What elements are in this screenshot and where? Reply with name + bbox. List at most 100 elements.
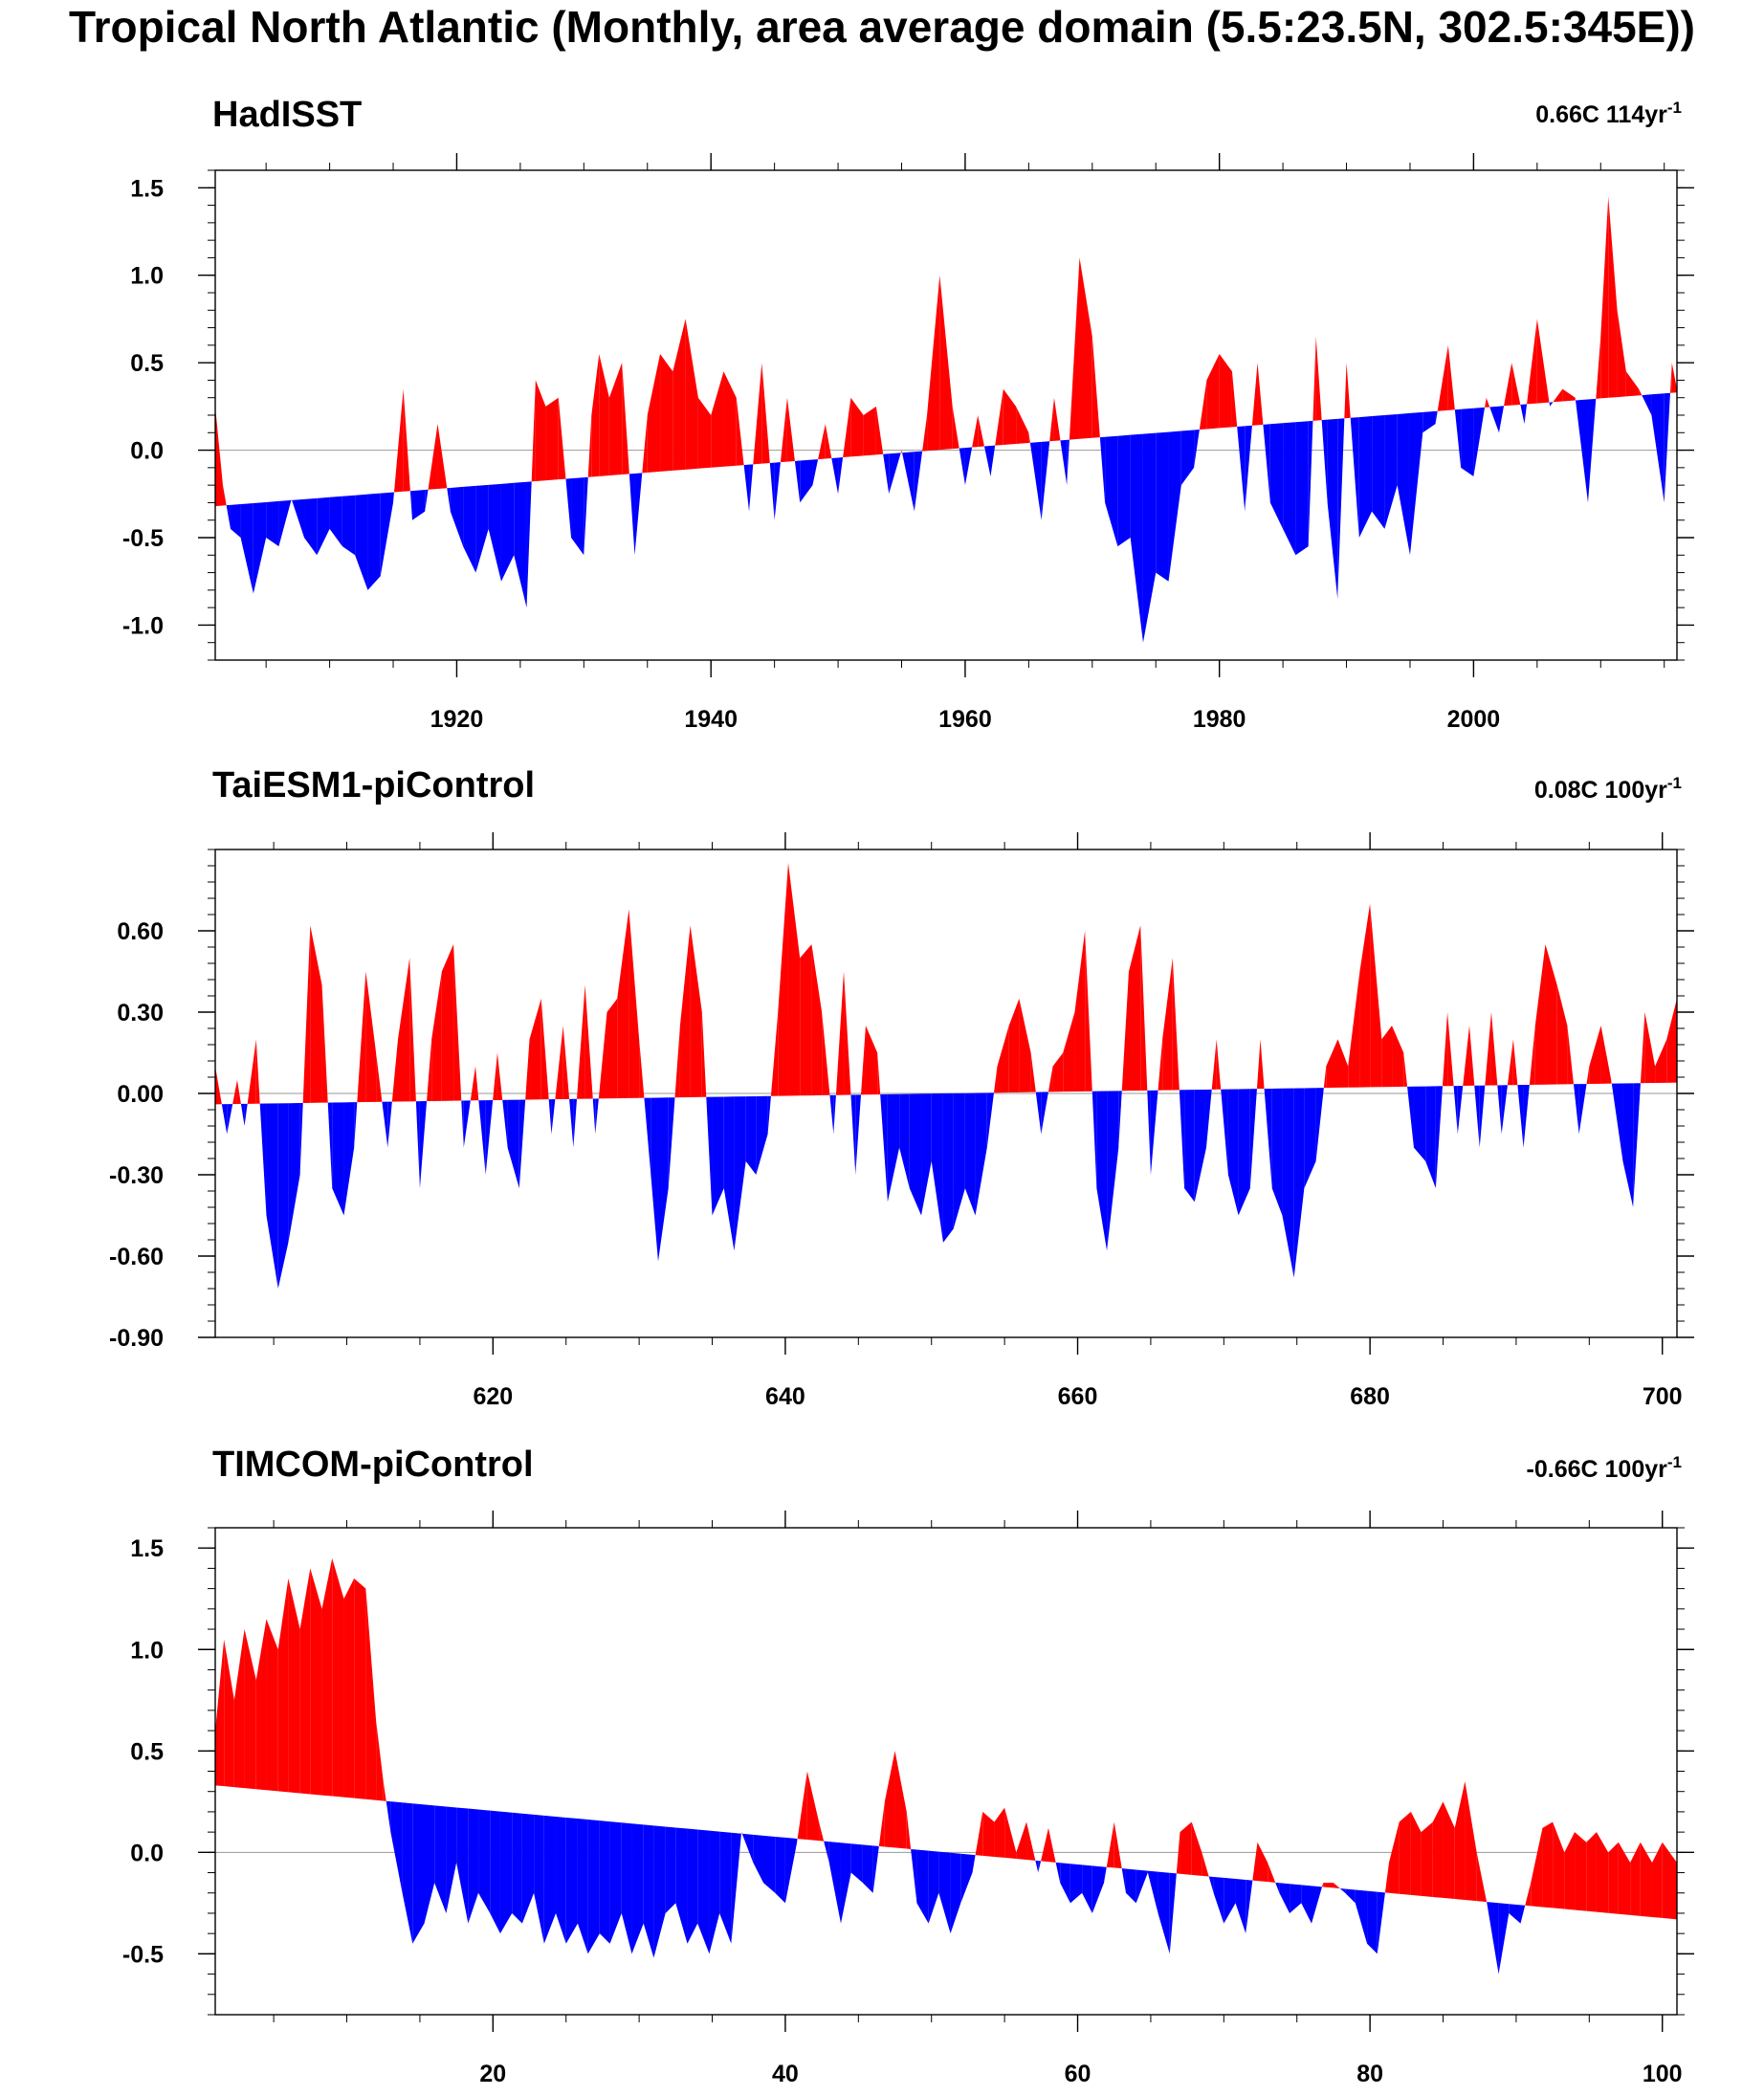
negative-anomaly-area xyxy=(628,473,635,556)
positive-anomaly-area xyxy=(1625,371,1640,397)
positive-anomaly-area xyxy=(577,984,585,1099)
positive-anomaly-area xyxy=(1507,1039,1513,1086)
positive-anomaly-area xyxy=(545,397,559,481)
positive-anomaly-area xyxy=(299,1568,311,1795)
positive-anomaly-area xyxy=(1443,1801,1455,1900)
positive-anomaly-area xyxy=(642,415,648,474)
negative-anomaly-area xyxy=(650,1097,658,1262)
positive-anomaly-area xyxy=(431,971,442,1101)
plot-area: -0.5 0.0 0.5 1.0 1.5 20 40 60 80 100 xyxy=(122,1511,1694,2087)
negative-anomaly-area xyxy=(959,448,965,486)
negative-anomaly-area xyxy=(277,1103,289,1289)
negative-anomaly-area xyxy=(657,1097,669,1262)
negative-anomaly-area xyxy=(409,491,412,520)
positive-anomaly-area xyxy=(850,397,864,457)
positive-anomaly-area xyxy=(1432,1801,1444,1898)
negative-anomaly-area xyxy=(292,498,305,538)
positive-anomaly-area xyxy=(1176,1832,1180,1874)
negative-anomaly-area xyxy=(675,1827,688,1944)
negative-anomaly-area xyxy=(1091,1091,1097,1189)
positive-anomaly-area xyxy=(1669,363,1672,393)
positive-anomaly-area xyxy=(1091,336,1100,438)
negative-anomaly-area xyxy=(419,1101,428,1189)
positive-anomaly-area xyxy=(1257,1842,1268,1883)
positive-anomaly-area xyxy=(811,944,823,1096)
negative-anomaly-area xyxy=(584,476,588,556)
positive-anomaly-area xyxy=(598,1012,607,1099)
negative-anomaly-area xyxy=(390,1801,403,1893)
negative-anomaly-area xyxy=(1587,398,1597,503)
positive-anomaly-area xyxy=(1047,1066,1053,1092)
negative-anomaly-area xyxy=(741,1833,754,1863)
negative-anomaly-area xyxy=(1473,407,1486,476)
negative-anomaly-area xyxy=(914,451,923,512)
negative-anomaly-area xyxy=(1221,1089,1228,1175)
negative-anomaly-area xyxy=(767,1095,771,1135)
negative-anomaly-area xyxy=(1169,1872,1177,1954)
negative-anomaly-area xyxy=(756,1095,768,1175)
negative-anomaly-area xyxy=(342,495,356,556)
positive-anomaly-area xyxy=(244,1629,256,1790)
negative-anomaly-area xyxy=(850,1843,863,1884)
negative-anomaly-area xyxy=(1205,1089,1212,1148)
positive-anomaly-area xyxy=(1640,1012,1645,1084)
negative-anomaly-area xyxy=(1269,423,1284,529)
y-tick-label: 0.0 xyxy=(130,1840,164,1866)
negative-anomaly-area xyxy=(634,473,643,556)
positive-anomaly-area xyxy=(1030,1052,1036,1092)
positive-anomaly-area xyxy=(540,998,549,1100)
negative-anomaly-area xyxy=(749,464,754,512)
positive-anomaly-area xyxy=(1512,1039,1518,1086)
negative-anomaly-area xyxy=(1435,1086,1443,1189)
negative-anomaly-area xyxy=(1245,425,1252,512)
positive-anomaly-area xyxy=(1617,310,1626,398)
negative-anomaly-area xyxy=(577,1819,588,1954)
negative-anomaly-area xyxy=(317,496,330,556)
positive-anomaly-area xyxy=(255,1619,267,1791)
negative-anomaly-area xyxy=(833,1094,836,1135)
negative-anomaly-area xyxy=(1125,1868,1136,1904)
positive-anomaly-area xyxy=(786,397,795,462)
negative-anomaly-area xyxy=(1413,1086,1426,1161)
positive-anomaly-area xyxy=(1381,1026,1393,1088)
negative-anomaly-area xyxy=(434,1805,447,1913)
positive-anomaly-area xyxy=(901,450,903,453)
negative-anomaly-area xyxy=(889,452,901,495)
positive-anomaly-area xyxy=(1079,257,1092,439)
negative-anomaly-area xyxy=(1549,402,1551,407)
negative-anomaly-area xyxy=(1237,426,1246,512)
positive-anomaly-area xyxy=(1251,363,1258,426)
positive-anomaly-area xyxy=(1403,1052,1408,1087)
positive-anomaly-area xyxy=(1069,257,1080,440)
positive-anomaly-area xyxy=(1399,1811,1411,1895)
negative-anomaly-area xyxy=(769,462,775,520)
negative-anomaly-area xyxy=(1246,1880,1253,1934)
positive-anomaly-area xyxy=(376,1720,384,1801)
negative-anomaly-area xyxy=(587,1820,600,1954)
negative-anomaly-area xyxy=(1523,1084,1530,1148)
negative-anomaly-area xyxy=(1121,1868,1126,1893)
negative-anomaly-area xyxy=(990,445,996,476)
trend-label: -0.66C 100yr-1 xyxy=(1527,1453,1682,1483)
panel-title: TaiESM1-piControl xyxy=(212,765,535,805)
positive-anomaly-area xyxy=(376,1052,383,1102)
negative-anomaly-area xyxy=(644,1097,651,1175)
negative-anomaly-area xyxy=(1194,430,1200,468)
positive-anomaly-area xyxy=(770,1012,779,1096)
negative-anomaly-area xyxy=(1118,1091,1122,1148)
positive-anomaly-area xyxy=(321,984,328,1103)
positive-anomaly-area xyxy=(877,1052,881,1095)
negative-anomaly-area xyxy=(643,1824,654,1958)
positive-anomaly-area xyxy=(233,1629,245,1789)
positive-anomaly-area xyxy=(365,1588,377,1800)
positive-anomaly-area xyxy=(1567,1026,1574,1085)
positive-anomaly-area xyxy=(975,1811,983,1856)
negative-anomaly-area xyxy=(1454,408,1462,468)
positive-anomaly-area xyxy=(1260,1039,1265,1090)
positive-anomaly-area xyxy=(1630,1842,1641,1916)
negative-anomaly-area xyxy=(1104,1866,1107,1884)
y-tick-label: -0.90 xyxy=(109,1325,164,1352)
negative-anomaly-area xyxy=(548,1099,552,1135)
positive-anomaly-area xyxy=(535,380,546,482)
plot-frame xyxy=(214,1527,1678,2016)
